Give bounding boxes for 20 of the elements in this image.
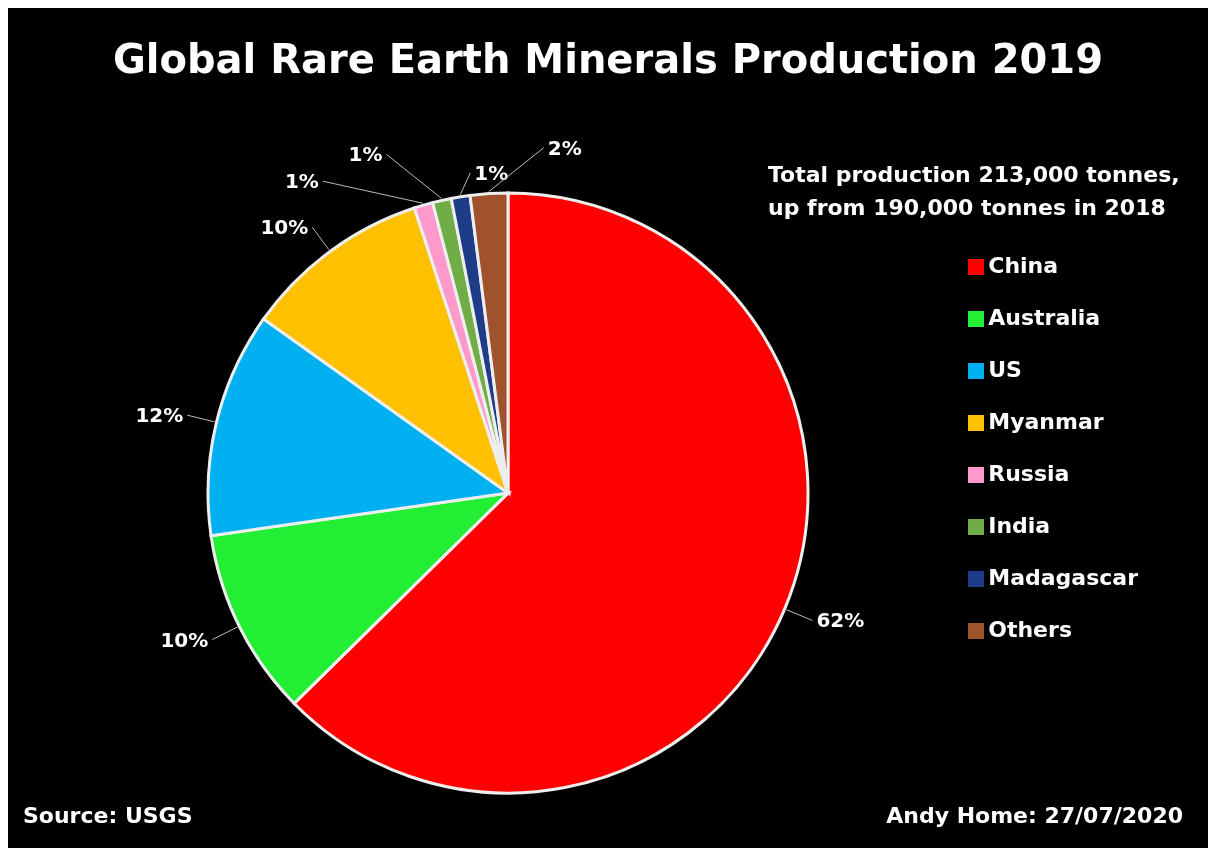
text: Andy Home: 27/07/2020 [886,803,1183,828]
legend-label: India [988,513,1051,538]
legend-label: US [988,357,1022,382]
data-label: 1% [474,160,509,185]
legend-label: China [988,253,1059,278]
data-label: 10% [260,215,309,240]
legend-label: Madagascar [988,565,1138,590]
data-label: 2% [547,135,582,160]
source-note: Source: USGS [23,803,193,828]
text: Total production 213,000 tonnes, up from 190,000 tonnes in 2018 [768,161,1181,222]
legend-label: Russia [988,461,1070,486]
data-label: 62% [816,608,865,633]
data-label: 12% [135,403,184,428]
data-label: 1% [284,169,319,194]
data-label: 10% [160,627,209,652]
legend-label: Australia [988,305,1101,330]
chart-title: Global Rare Earth Minerals Production 2019 [111,36,1105,82]
legend-label: Myanmar [988,409,1104,434]
data-label: 1% [348,142,383,167]
legend-label: Others [988,617,1072,642]
